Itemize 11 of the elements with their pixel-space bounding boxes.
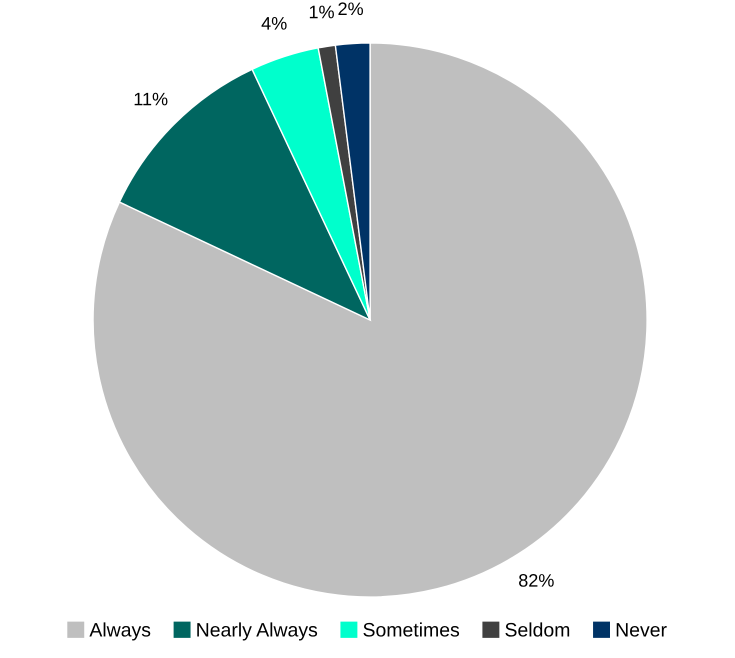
legend-label: Seldom (505, 622, 570, 637)
data-label: 4% (262, 17, 287, 30)
data-label: 11% (134, 92, 168, 106)
data-label: 82% (519, 574, 554, 587)
data-label: 2% (338, 2, 363, 16)
legend-label: Nearly Always (197, 622, 318, 640)
legend-label: Never (616, 623, 667, 637)
data-label: 1% (310, 6, 334, 18)
pie-slice (92, 42, 648, 598)
legend-label: Always (89, 622, 150, 640)
legend-label: Sometimes (363, 622, 460, 637)
